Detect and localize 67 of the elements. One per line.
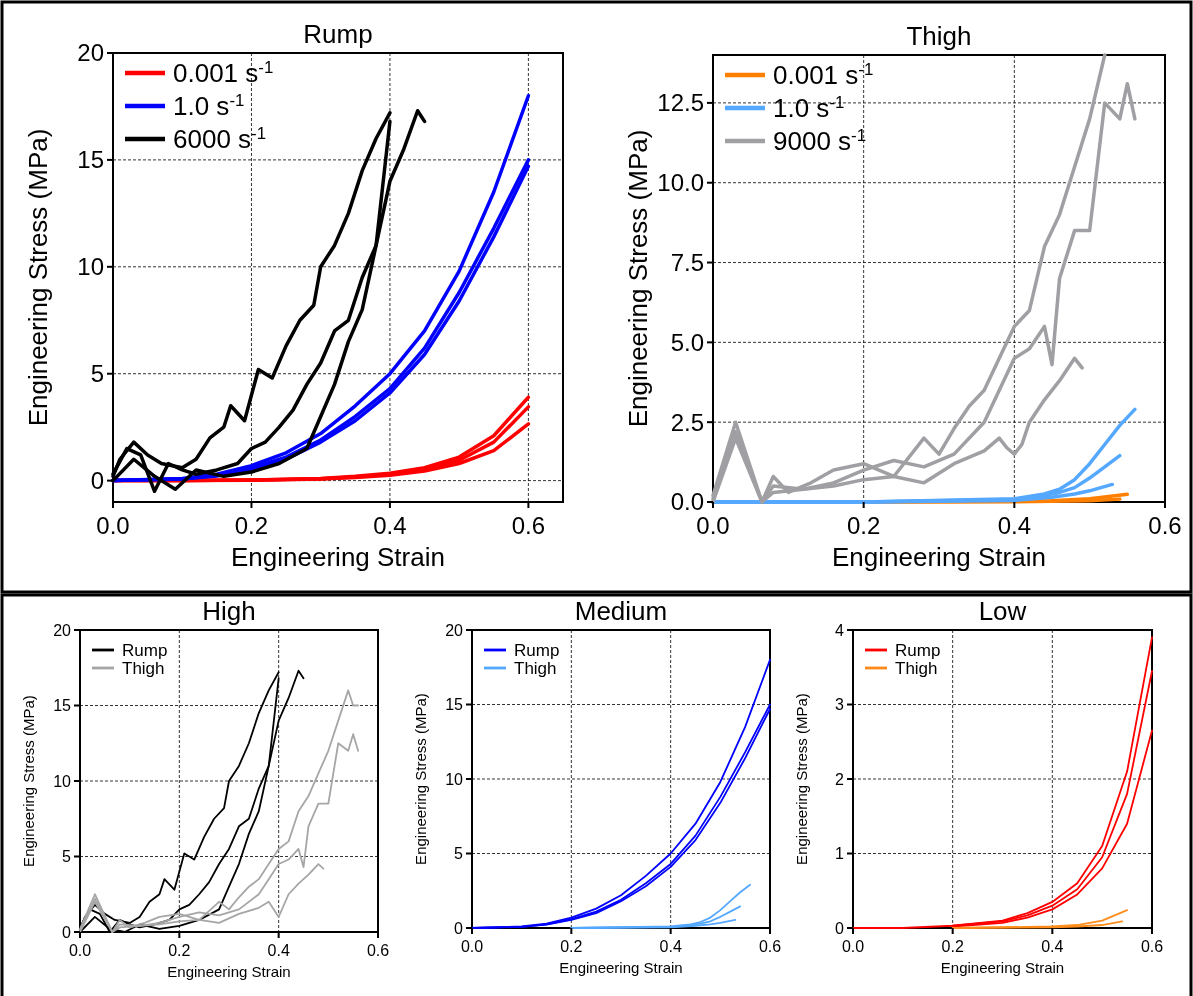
x-axis-title: Engineering Strain [559,959,683,976]
y-tick-label: 5 [454,845,464,863]
x-tick-label: 0.6 [758,938,782,955]
legend-label: 0.001 s$^{-1}$ [173,57,274,89]
y-tick-label: 10.0 [657,169,704,197]
y-axis-title: Engineering Stress (MPa) [792,693,810,865]
y-axis-title: Engineering Stress (MPa) [623,129,654,428]
legend-label: Rump [895,640,941,660]
legend-label: 0.001 s$^{-1}$ [773,59,874,91]
legend-label: Thigh [514,658,557,678]
y-tick-label: 2 [835,770,845,788]
x-tick-label: 0.2 [941,938,964,955]
x-tick-label: 0.4 [373,512,407,539]
chart-title: Thigh [906,21,972,51]
legend-label: Thigh [122,658,165,678]
y-tick-label: 0 [90,467,104,495]
x-axis-title: Engineering Strain [167,963,291,980]
y-tick-label: 20 [445,621,464,639]
y-tick-label: 12.5 [657,89,704,117]
y-tick-label: 0 [454,919,464,937]
chart-title: Rump [303,19,373,49]
chart-title: High [202,596,256,626]
y-tick-label: 7.5 [670,248,704,276]
x-tick-label: 0.4 [659,938,682,955]
y-tick-label: 5 [90,360,104,388]
x-tick-label: 0.6 [366,942,390,959]
x-tick-label: 0.2 [560,938,583,955]
y-tick-label: 2.5 [670,408,704,436]
y-tick-label: 1 [835,845,845,863]
y-tick-label: 3 [835,696,845,714]
x-tick-label: 0.4 [267,942,290,959]
legend-label: Thigh [895,658,938,678]
y-tick-label: 5.0 [670,328,704,356]
x-tick-label: 0.2 [846,512,881,539]
legend-label: Rump [514,640,560,660]
x-tick-label: 0.6 [511,512,546,539]
legend-label: Rump [122,640,168,660]
y-tick-label: 15 [445,696,464,714]
y-tick-label: 10 [445,770,464,788]
x-axis-title: Engineering Strain [832,542,1046,572]
y-tick-label: 0 [62,923,72,941]
x-axis-title: Engineering Strain [231,542,445,572]
chart-title: Medium [574,596,668,626]
y-tick-label: 5 [62,848,72,866]
x-tick-label: 0.6 [1148,512,1182,539]
y-tick-label: 10 [53,772,72,790]
y-tick-label: 20 [53,621,72,639]
y-axis-title: Engineering Stress (MPa) [411,693,429,865]
y-tick-label: 10 [77,253,104,281]
x-tick-label: 0.2 [168,942,191,959]
legend-label: 1.0 s$^{-1}$ [173,90,245,122]
x-axis-title: Engineering Strain [940,959,1065,976]
chart-title: Low [978,596,1027,626]
x-tick-label: 0.4 [1041,938,1064,955]
x-tick-label: 0.2 [234,512,269,539]
x-tick-label: 0.6 [1140,938,1164,955]
y-axis-title: Engineering Stress (MPa) [23,128,54,427]
legend-label: 9000 s$^{-1}$ [773,125,867,157]
legend-label: 6000 s$^{-1}$ [173,123,267,155]
y-axis-title: Engineering Stress (MPa) [19,695,37,867]
legend-label: 1.0 s$^{-1}$ [773,92,845,124]
y-tick-label: 20 [77,39,104,67]
y-tick-label: 15 [77,146,104,174]
x-tick-label: 0.4 [997,512,1032,539]
y-tick-label: 4 [835,621,845,639]
y-tick-label: 15 [53,697,72,715]
y-tick-label: 0 [835,919,845,937]
